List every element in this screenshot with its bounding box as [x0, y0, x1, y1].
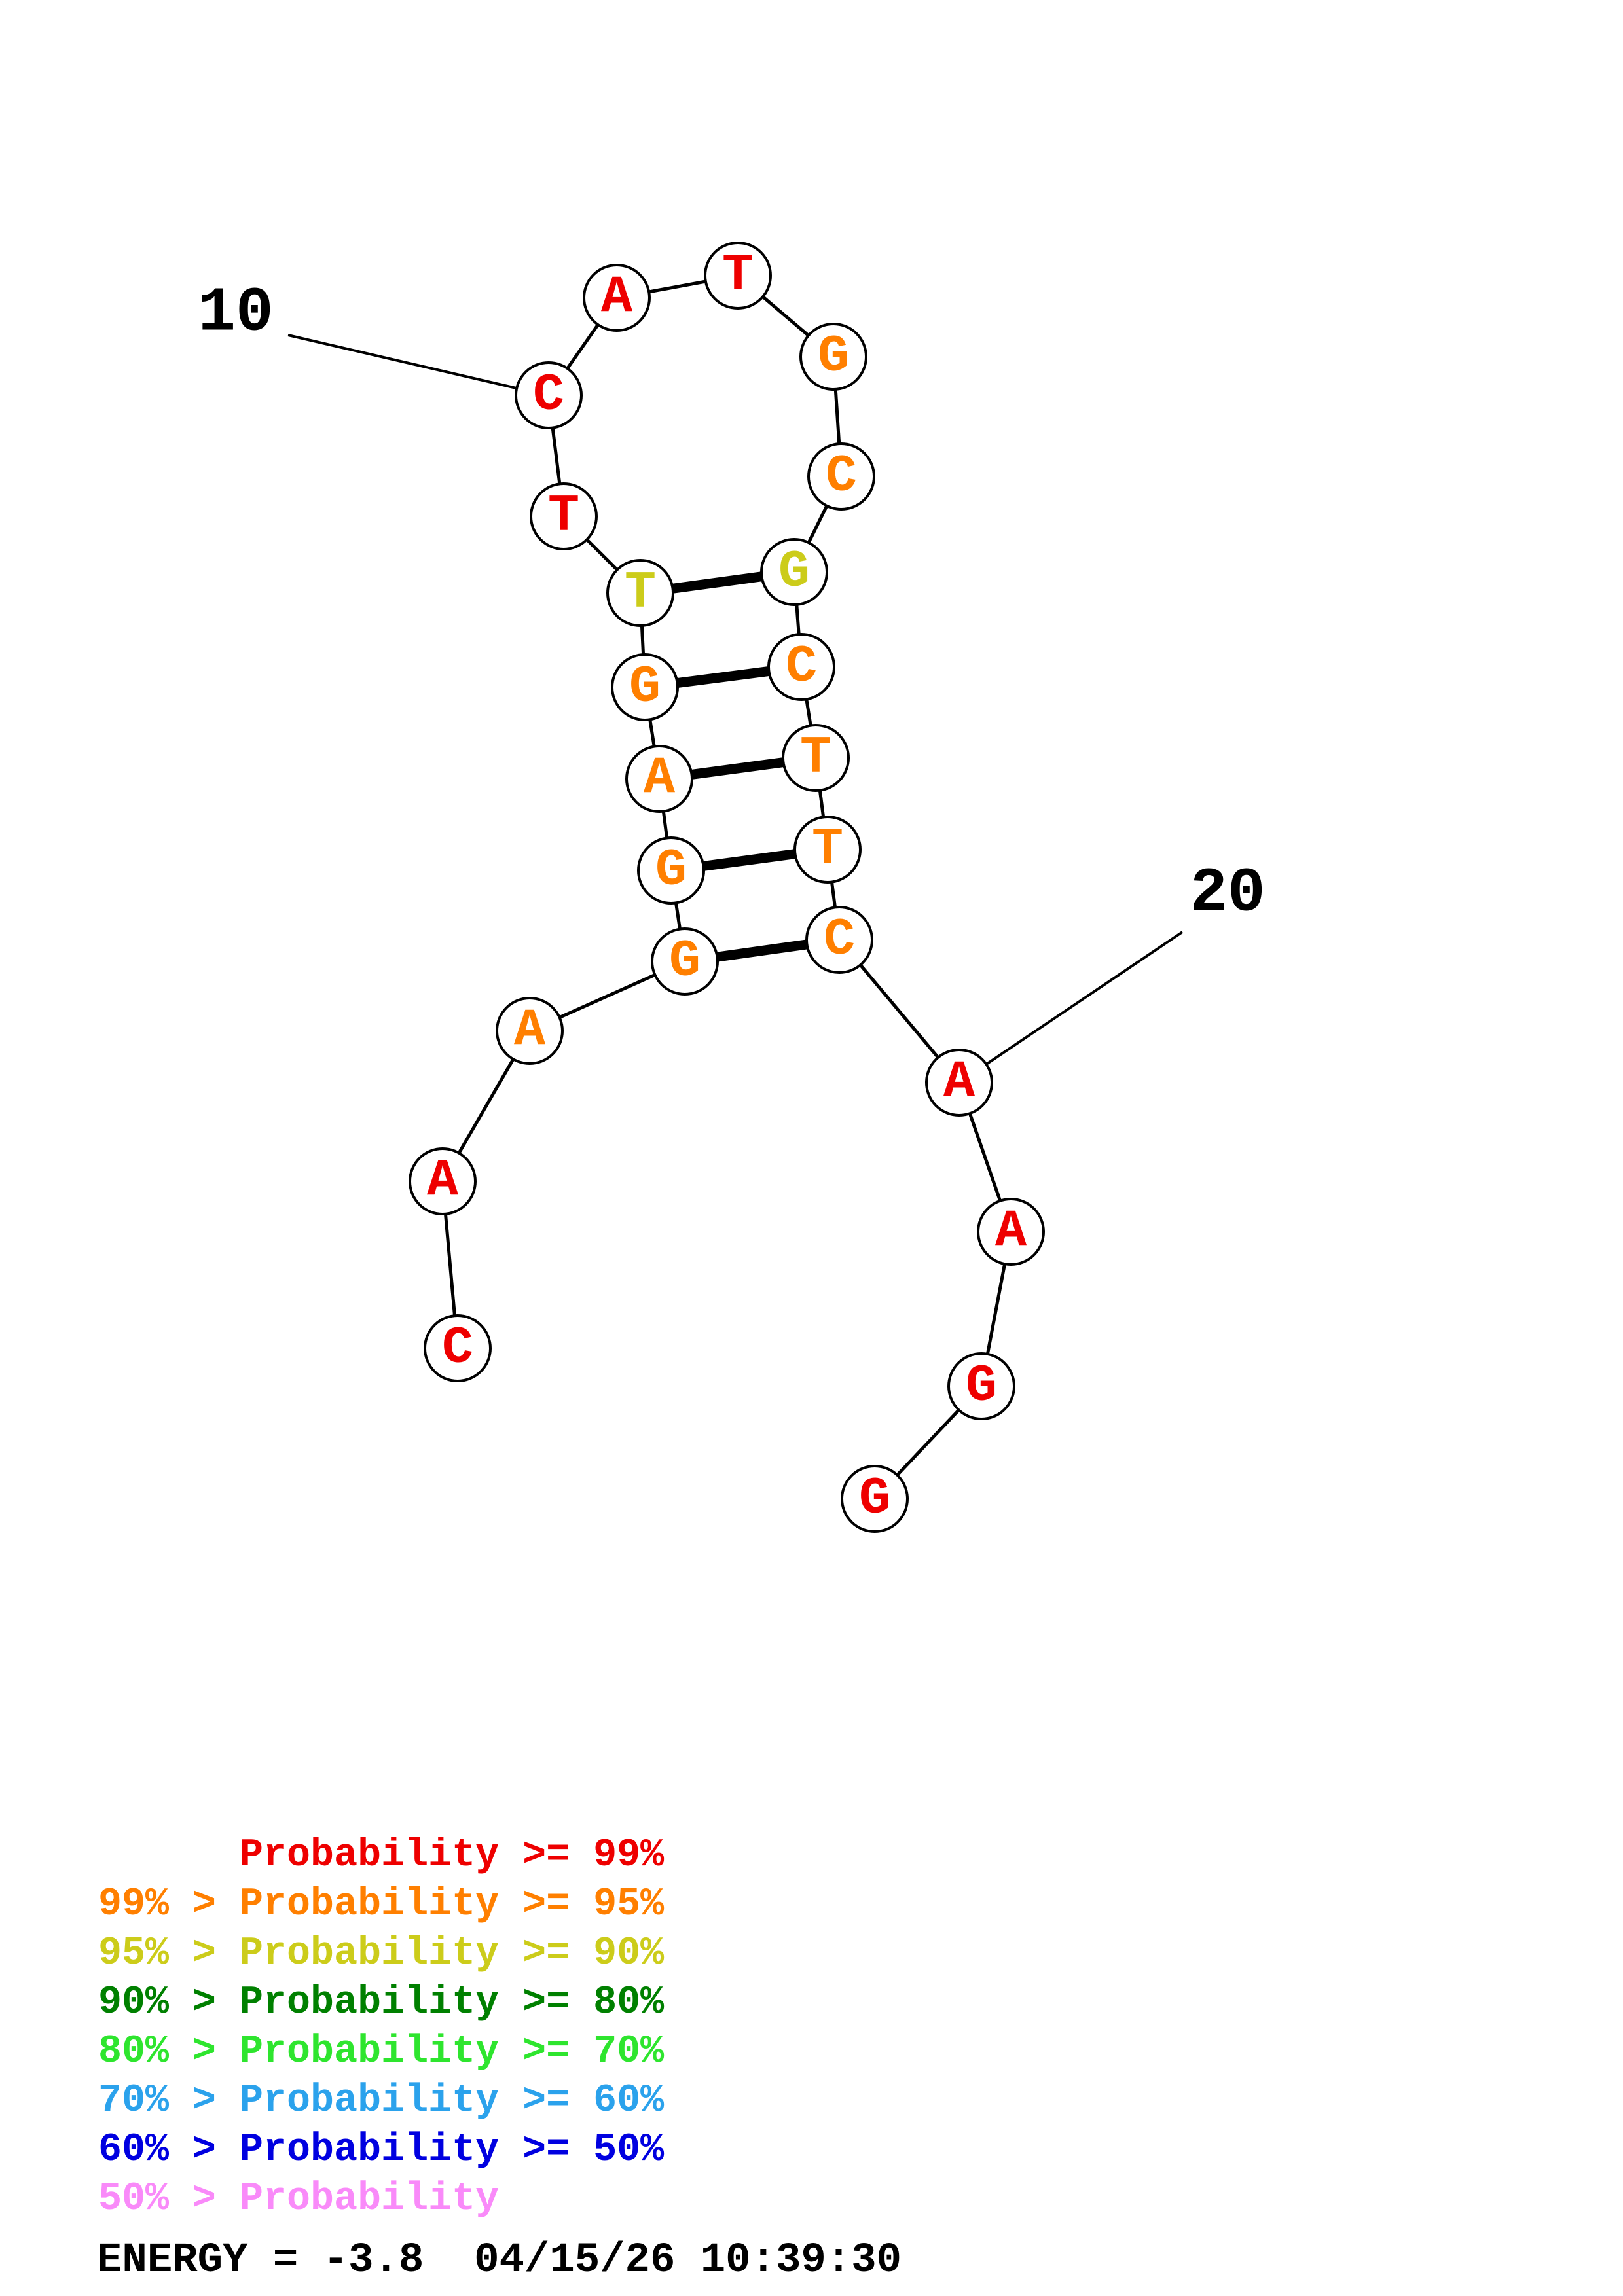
legend-row: 60% > Probability >= 50%	[98, 2128, 665, 2172]
nucleotide-circle	[515, 361, 583, 429]
nucleotide-base-2: A	[427, 1152, 459, 1211]
energy-timestamp-line: ENERGY = -3.8 04/15/26 10:39:30	[97, 2237, 902, 2284]
nucleotide-circle	[767, 633, 835, 701]
nucleotide-base-16: C	[786, 637, 817, 697]
nucleotide-base-4: G	[669, 932, 701, 992]
nucleotide-circle	[611, 653, 679, 721]
nucleotide-base-7: G	[629, 658, 661, 717]
nucleotide-circle	[704, 242, 772, 310]
legend-row: 70% > Probability >= 60%	[98, 2079, 665, 2123]
nucleotide-circle	[760, 538, 828, 606]
nucleotide-base-5: G	[655, 841, 687, 901]
probability-legend: Probability >= 99% 99% > Probability >= 9…	[98, 1831, 664, 2224]
nucleotide-base-1: C	[442, 1319, 473, 1378]
index-leader-line	[287, 334, 531, 393]
nucleotide-circle	[977, 1198, 1045, 1266]
legend-row: 80% > Probability >= 70%	[98, 2030, 665, 2074]
nucleotide-circle	[925, 1049, 993, 1117]
nucleotide-circle	[424, 1314, 492, 1382]
nucleotide-base-12: T	[722, 246, 754, 306]
nucleotide-base-10: C	[533, 366, 564, 425]
index-label-10: 10	[198, 278, 273, 349]
nucleotide-circle	[625, 745, 693, 813]
index-leader-line	[958, 931, 1184, 1084]
nucleotide-base-6: A	[644, 749, 676, 809]
nucleotide-base-22: G	[966, 1357, 997, 1416]
nucleotide-base-8: T	[625, 564, 656, 623]
nucleotide-circle	[496, 997, 564, 1065]
legend-row: 90% > Probability >= 80%	[98, 1981, 665, 2025]
nucleotide-circle	[947, 1352, 1015, 1420]
nucleotide-circle	[807, 442, 875, 511]
nucleotide-base-20: A	[943, 1053, 976, 1113]
nucleotide-base-14: C	[826, 447, 857, 507]
legend-row: 50% > Probability	[98, 2177, 500, 2221]
nucleotide-base-18: T	[812, 820, 843, 880]
nucleotide-base-19: C	[824, 910, 855, 970]
nucleotide-base-17: T	[800, 728, 831, 788]
nucleotide-circle	[651, 927, 719, 996]
nucleotide-circle	[805, 906, 873, 974]
nucleotide-circle	[530, 482, 598, 550]
nucleotide-base-23: G	[859, 1469, 890, 1529]
nucleotide-circle	[637, 836, 705, 905]
nucleotide-circle	[782, 724, 850, 792]
nucleotide-circle	[583, 264, 651, 332]
index-label-20: 20	[1190, 858, 1265, 929]
legend-row: 95% > Probability >= 90%	[98, 1931, 665, 1976]
legend-row: 99% > Probability >= 95%	[98, 1882, 665, 1927]
legend-row: Probability >= 99%	[98, 1833, 665, 1878]
nucleotide-circle	[793, 816, 862, 884]
nucleotide-base-21: A	[995, 1202, 1027, 1262]
nucleotide-base-15: G	[778, 543, 810, 602]
nucleotide-circle	[409, 1147, 477, 1215]
nucleotide-base-9: T	[548, 487, 579, 547]
nucleotide-circle	[799, 323, 867, 391]
nucleotide-circle	[606, 559, 674, 627]
nucleotide-base-3: A	[514, 1001, 546, 1061]
nucleotide-base-13: G	[818, 327, 849, 387]
nucleotide-base-11: A	[601, 268, 633, 328]
nucleotide-circle	[841, 1465, 909, 1533]
